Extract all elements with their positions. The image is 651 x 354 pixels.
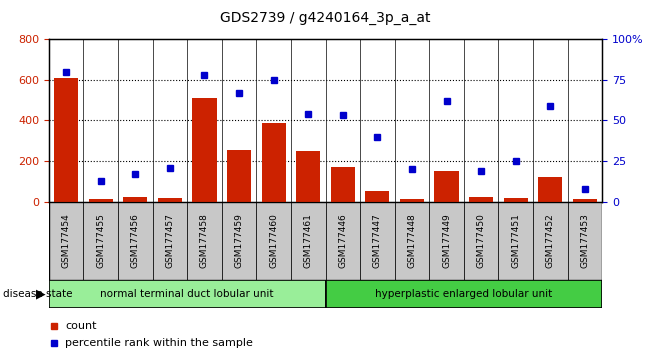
Text: GSM177458: GSM177458 bbox=[200, 213, 209, 268]
Bar bbox=[568, 202, 602, 280]
Text: GSM177456: GSM177456 bbox=[131, 213, 140, 268]
Bar bbox=[360, 202, 395, 280]
Bar bbox=[256, 202, 291, 280]
Bar bbox=[504, 198, 528, 202]
Bar bbox=[49, 280, 326, 308]
Bar bbox=[291, 202, 326, 280]
Bar bbox=[326, 202, 360, 280]
Bar bbox=[227, 150, 251, 202]
Bar bbox=[118, 202, 152, 280]
Bar bbox=[54, 78, 78, 202]
Bar bbox=[187, 202, 222, 280]
Bar bbox=[262, 124, 286, 202]
Text: GSM177448: GSM177448 bbox=[408, 213, 417, 268]
Text: ▶: ▶ bbox=[36, 287, 46, 300]
Text: GSM177461: GSM177461 bbox=[304, 213, 312, 268]
Text: GSM177460: GSM177460 bbox=[269, 213, 278, 268]
Bar bbox=[400, 199, 424, 202]
Text: GDS2739 / g4240164_3p_a_at: GDS2739 / g4240164_3p_a_at bbox=[220, 11, 431, 25]
Text: normal terminal duct lobular unit: normal terminal duct lobular unit bbox=[100, 289, 274, 299]
Bar bbox=[326, 280, 602, 308]
Bar bbox=[89, 199, 113, 202]
Bar bbox=[331, 167, 355, 202]
Text: GSM177451: GSM177451 bbox=[511, 213, 520, 268]
Bar bbox=[49, 202, 83, 280]
Bar bbox=[365, 190, 389, 202]
Text: GSM177450: GSM177450 bbox=[477, 213, 486, 268]
Text: GSM177452: GSM177452 bbox=[546, 213, 555, 268]
Text: GSM177446: GSM177446 bbox=[339, 213, 347, 268]
Text: hyperplastic enlarged lobular unit: hyperplastic enlarged lobular unit bbox=[375, 289, 553, 299]
Text: percentile rank within the sample: percentile rank within the sample bbox=[65, 338, 253, 348]
Text: GSM177457: GSM177457 bbox=[165, 213, 174, 268]
Bar bbox=[152, 202, 187, 280]
Bar bbox=[123, 197, 147, 202]
Bar bbox=[158, 198, 182, 202]
Bar bbox=[192, 98, 217, 202]
Bar bbox=[469, 197, 493, 202]
Bar bbox=[434, 171, 459, 202]
Bar bbox=[464, 202, 499, 280]
Bar bbox=[296, 151, 320, 202]
Text: GSM177447: GSM177447 bbox=[373, 213, 382, 268]
Bar bbox=[395, 202, 429, 280]
Bar bbox=[573, 199, 597, 202]
Bar bbox=[538, 177, 562, 202]
Text: disease state: disease state bbox=[3, 289, 73, 299]
Text: count: count bbox=[65, 321, 97, 331]
Bar bbox=[83, 202, 118, 280]
Bar bbox=[429, 202, 464, 280]
Text: GSM177454: GSM177454 bbox=[62, 213, 70, 268]
Bar bbox=[222, 202, 256, 280]
Text: GSM177453: GSM177453 bbox=[581, 213, 589, 268]
Text: GSM177449: GSM177449 bbox=[442, 213, 451, 268]
Bar bbox=[533, 202, 568, 280]
Bar bbox=[499, 202, 533, 280]
Text: GSM177455: GSM177455 bbox=[96, 213, 105, 268]
Text: GSM177459: GSM177459 bbox=[234, 213, 243, 268]
